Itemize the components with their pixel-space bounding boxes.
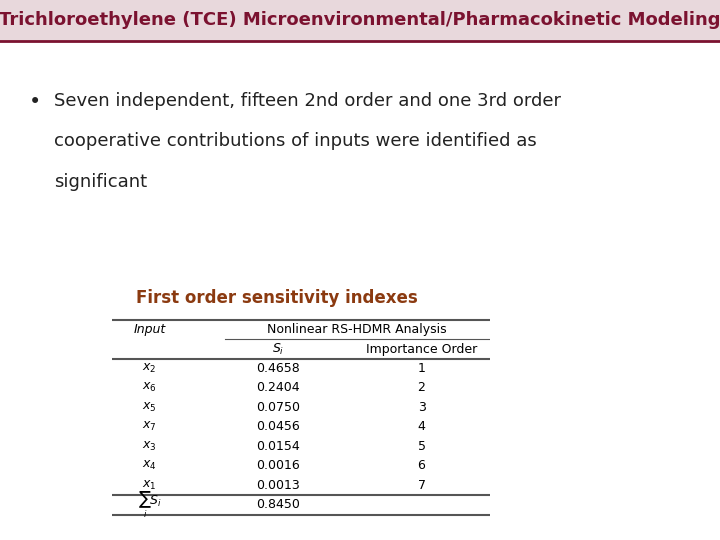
Text: $x_6$: $x_6$ xyxy=(142,381,157,395)
Text: 7: 7 xyxy=(418,479,426,492)
Text: 0.0456: 0.0456 xyxy=(256,420,300,434)
Text: 2: 2 xyxy=(418,381,426,394)
Text: $x_7$: $x_7$ xyxy=(142,420,157,434)
Text: 0.8450: 0.8450 xyxy=(256,498,300,511)
Text: 0.0750: 0.0750 xyxy=(256,401,300,414)
Text: Nonlinear RS-HDMR Analysis: Nonlinear RS-HDMR Analysis xyxy=(268,323,447,336)
Text: 0.0013: 0.0013 xyxy=(256,479,300,492)
Text: $x_5$: $x_5$ xyxy=(142,401,157,414)
Text: •: • xyxy=(29,92,41,112)
Text: significant: significant xyxy=(54,173,147,191)
Text: 0.0016: 0.0016 xyxy=(256,460,300,472)
Text: 1: 1 xyxy=(418,362,426,375)
Text: Importance Order: Importance Order xyxy=(366,342,477,355)
Text: $x_3$: $x_3$ xyxy=(142,440,157,453)
Text: $x_1$: $x_1$ xyxy=(142,479,157,492)
Text: Seven independent, fifteen 2nd order and one 3rd order: Seven independent, fifteen 2nd order and… xyxy=(54,92,561,110)
Text: cooperative contributions of inputs were identified as: cooperative contributions of inputs were… xyxy=(54,132,536,150)
Text: Input: Input xyxy=(133,323,166,336)
Text: 3: 3 xyxy=(418,401,426,414)
Text: $x_2$: $x_2$ xyxy=(143,362,156,375)
Text: 4: 4 xyxy=(418,420,426,434)
Text: 5: 5 xyxy=(418,440,426,453)
Text: 0.0154: 0.0154 xyxy=(256,440,300,453)
Text: 0.4658: 0.4658 xyxy=(256,362,300,375)
Text: Trichloroethylene (TCE) Microenvironmental/Pharmacokinetic Modeling: Trichloroethylene (TCE) Microenvironment… xyxy=(0,11,720,29)
Text: $x_4$: $x_4$ xyxy=(142,460,157,472)
Text: $S_i$: $S_i$ xyxy=(271,341,284,356)
Text: 6: 6 xyxy=(418,460,426,472)
Text: $\sum_i S_i$: $\sum_i S_i$ xyxy=(138,490,161,520)
Text: 0.2404: 0.2404 xyxy=(256,381,300,394)
Text: First order sensitivity indexes: First order sensitivity indexes xyxy=(136,289,418,307)
